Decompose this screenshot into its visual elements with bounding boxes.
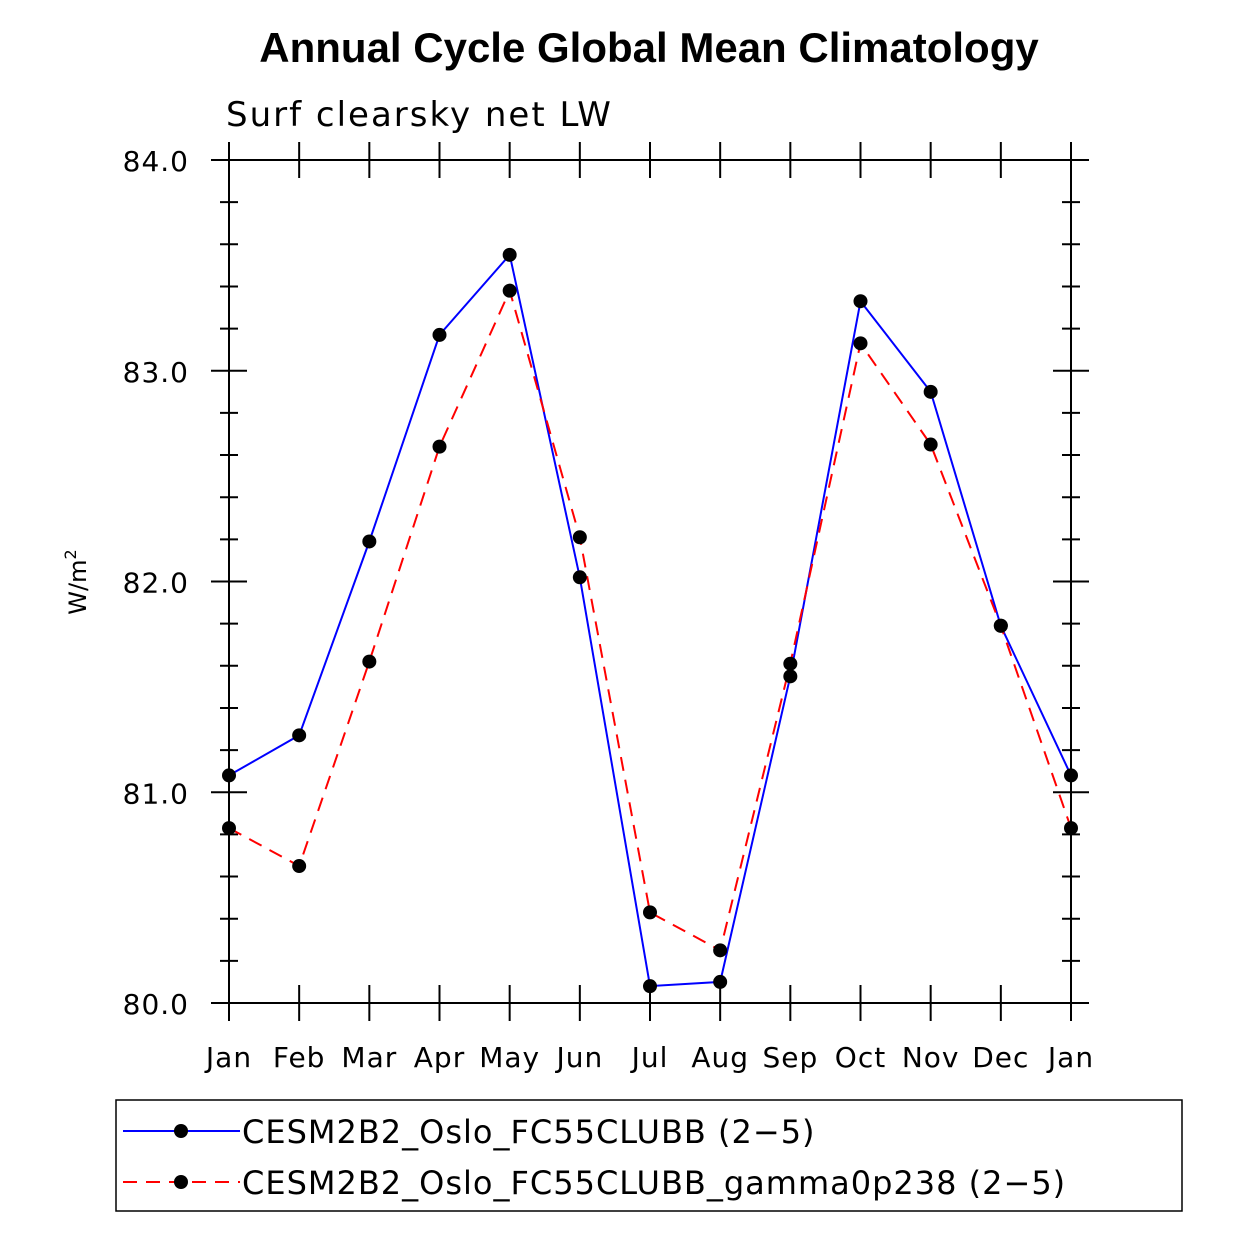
y-tick-label: 84.0 bbox=[123, 145, 189, 178]
y-tick-labels: 80.0 81.0 82.0 83.0 84.0 bbox=[123, 145, 189, 1021]
data-point-series-1 bbox=[572, 570, 587, 585]
data-point-series-2 bbox=[783, 656, 798, 671]
x-tick-label: Feb bbox=[273, 1041, 326, 1074]
series-layer bbox=[222, 247, 1078, 994]
data-point-series-1 bbox=[502, 247, 517, 262]
legend-label-series-2: CESM2B2_Oslo_FC55CLUBB_gamma0p238 (2−5) bbox=[242, 1164, 1066, 1202]
data-point-series-2 bbox=[923, 437, 938, 452]
x-tick-label: Jul bbox=[630, 1041, 669, 1074]
data-point-series-2 bbox=[432, 439, 447, 454]
legend-marker-series-1 bbox=[174, 1124, 188, 1138]
legend-box bbox=[115, 1099, 1183, 1212]
chart-subtitle: Surf clearsky net LW bbox=[226, 95, 613, 135]
data-point-series-1 bbox=[783, 669, 798, 684]
data-point-series-1 bbox=[432, 327, 447, 342]
data-point-series-2 bbox=[993, 618, 1008, 633]
x-tick-label: Apr bbox=[414, 1041, 465, 1074]
y-tick-label: 82.0 bbox=[123, 567, 189, 600]
y-tick-label: 81.0 bbox=[123, 777, 189, 810]
y-axis-label: W/m2 bbox=[61, 549, 92, 614]
y-tick-label: 80.0 bbox=[123, 988, 189, 1021]
data-point-series-1 bbox=[292, 728, 307, 743]
axis-ticks bbox=[211, 142, 1089, 1021]
x-tick-label: Jan bbox=[1046, 1041, 1094, 1074]
series-line-1 bbox=[228, 252, 1072, 988]
x-tick-labels: Jan Feb Mar Apr May Jun Jul Aug Sep Oct Nov Dec Jan bbox=[204, 1041, 1094, 1074]
data-point-series-2 bbox=[853, 336, 868, 351]
data-point-series-2 bbox=[222, 821, 236, 836]
legend-marker-series-2 bbox=[174, 1175, 188, 1189]
x-tick-label: May bbox=[479, 1041, 540, 1074]
data-point-series-1 bbox=[713, 974, 728, 989]
data-point-series-1 bbox=[853, 294, 868, 309]
svg-text:W/m2: W/m2 bbox=[61, 549, 92, 614]
y-tick-label: 83.0 bbox=[123, 356, 189, 389]
data-point-series-1 bbox=[643, 979, 657, 994]
data-point-series-1 bbox=[222, 768, 236, 783]
x-tick-label: Aug bbox=[691, 1041, 749, 1074]
data-point-series-1 bbox=[923, 384, 938, 399]
data-point-series-2 bbox=[502, 283, 517, 298]
y-axis-label-superscript: 2 bbox=[61, 549, 80, 559]
data-point-series-2 bbox=[1064, 821, 1078, 836]
data-point-series-2 bbox=[292, 859, 307, 874]
x-tick-label: Dec bbox=[972, 1041, 1029, 1074]
data-point-series-1 bbox=[1064, 768, 1078, 783]
legend: CESM2B2_Oslo_FC55CLUBB (2−5) CESM2B2_Osl… bbox=[115, 1099, 1183, 1212]
x-tick-label: Nov bbox=[902, 1041, 960, 1074]
data-point-series-2 bbox=[713, 943, 728, 958]
x-tick-label: Mar bbox=[341, 1041, 397, 1074]
data-point-series-2 bbox=[643, 905, 657, 920]
y-axis-label-text: W/m bbox=[64, 559, 92, 614]
data-point-series-1 bbox=[362, 534, 377, 549]
x-tick-label: Oct bbox=[835, 1041, 886, 1074]
x-tick-label: Jan bbox=[204, 1041, 252, 1074]
data-point-series-2 bbox=[362, 654, 377, 669]
x-tick-label: Sep bbox=[762, 1041, 818, 1074]
x-tick-label: Jun bbox=[554, 1041, 603, 1074]
data-point-series-2 bbox=[572, 530, 587, 545]
series-line-2 bbox=[228, 287, 1072, 952]
legend-label-series-1: CESM2B2_Oslo_FC55CLUBB (2−5) bbox=[242, 1113, 816, 1151]
chart-title: Annual Cycle Global Mean Climatology bbox=[259, 24, 1039, 71]
